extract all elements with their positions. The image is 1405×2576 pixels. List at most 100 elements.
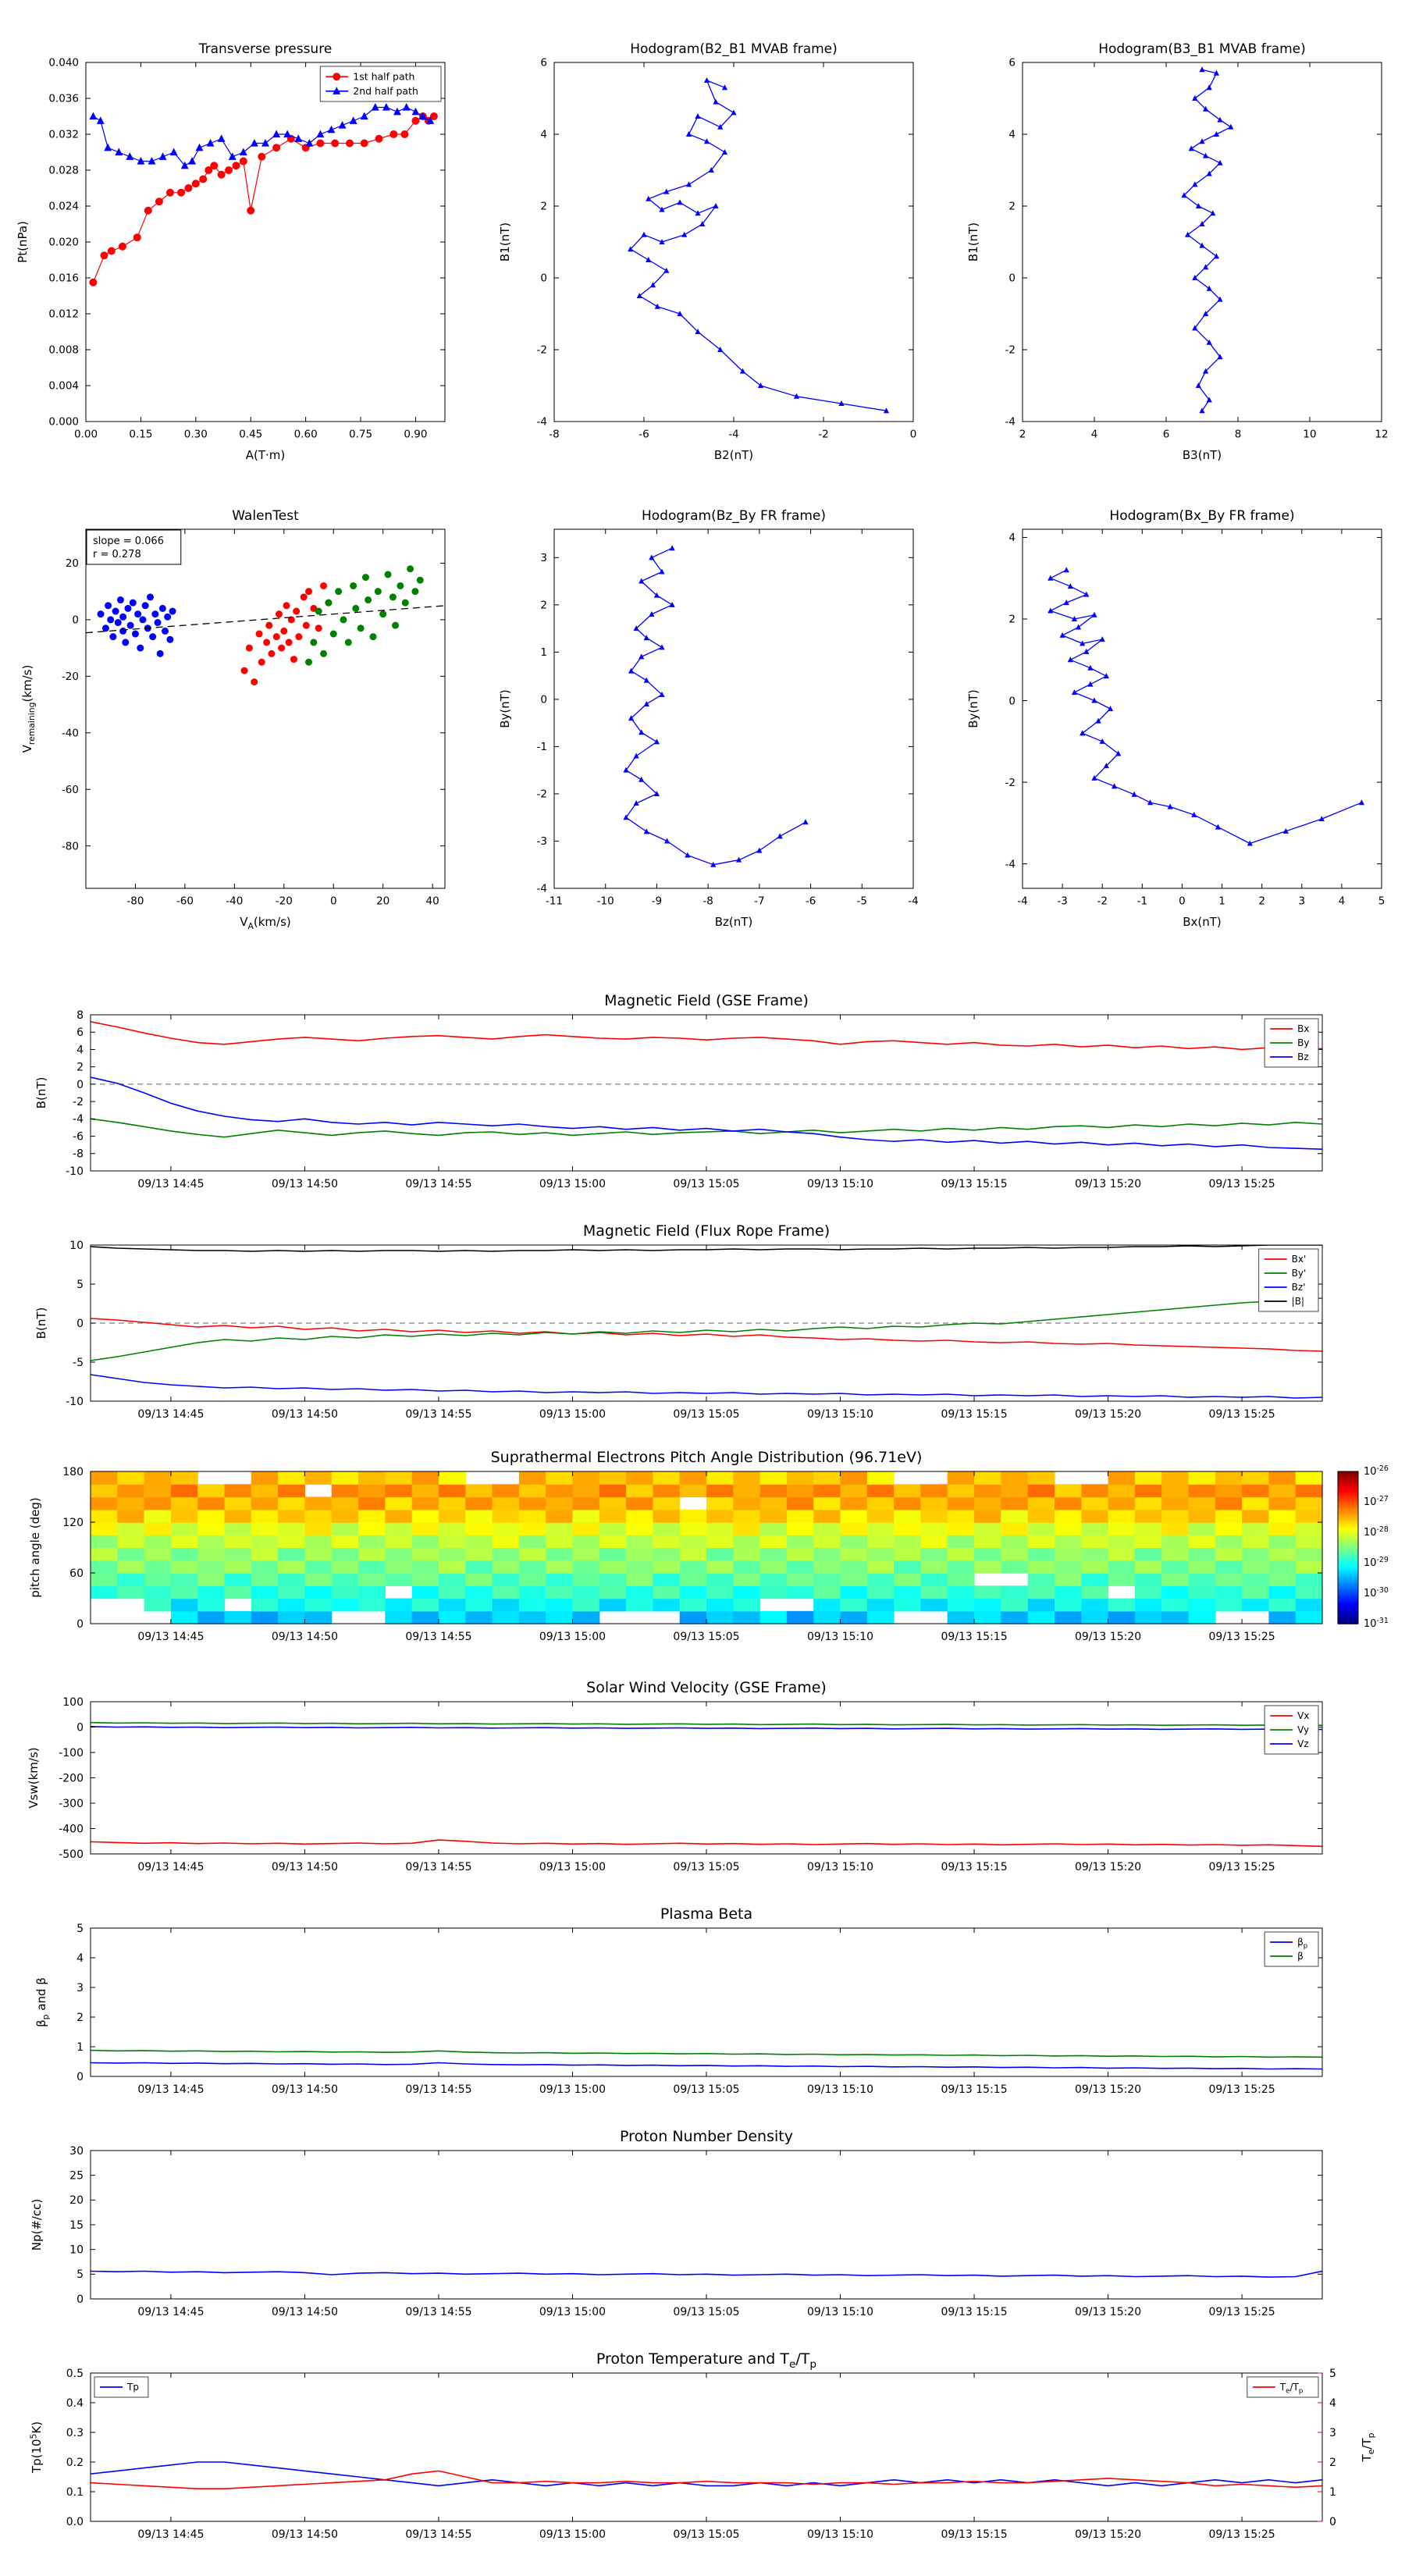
svg-text:09/13 14:55: 09/13 14:55 <box>405 2528 471 2541</box>
y-axis-label: βp and β <box>34 1977 51 2027</box>
svg-text:09/13 15:05: 09/13 15:05 <box>673 1631 739 1643</box>
svg-text:09/13 15:25: 09/13 15:25 <box>1209 2528 1275 2541</box>
svg-text:By': By' <box>1292 1268 1307 1279</box>
svg-text:09/13 14:55: 09/13 14:55 <box>405 2083 471 2096</box>
y-axis-label: B(nT) <box>34 1077 48 1109</box>
plot-title: Magnetic Field (GSE Frame) <box>604 992 809 1009</box>
svg-text:09/13 15:00: 09/13 15:00 <box>539 1408 606 1421</box>
svg-text:09/13 14:55: 09/13 14:55 <box>405 1178 471 1190</box>
svg-text:8: 8 <box>76 1009 84 1022</box>
svg-text:09/13 14:55: 09/13 14:55 <box>405 1631 471 1643</box>
svg-text:|B|: |B| <box>1292 1296 1304 1307</box>
svg-text:09/13 14:45: 09/13 14:45 <box>137 1178 204 1190</box>
svg-text:09/13 15:25: 09/13 15:25 <box>1209 1178 1275 1190</box>
plot-title: Proton Number Density <box>620 2128 793 2145</box>
svg-text:2: 2 <box>1329 2457 1336 2469</box>
svg-text:10: 10 <box>1303 429 1316 441</box>
svg-text:0.4: 0.4 <box>66 2397 84 2410</box>
svg-text:09/13 15:00: 09/13 15:00 <box>539 1861 606 1873</box>
svg-text:-10: -10 <box>597 895 614 908</box>
svg-text:09/13 15:15: 09/13 15:15 <box>941 1861 1007 1873</box>
svg-text:2nd half path: 2nd half path <box>353 85 418 97</box>
svg-text:-9: -9 <box>652 895 662 908</box>
axes-frame <box>85 62 446 422</box>
svg-text:-2: -2 <box>73 1096 84 1108</box>
y-axis-label: B1(nT) <box>966 222 980 262</box>
svg-text:r = 0.278: r = 0.278 <box>93 549 141 560</box>
svg-text:09/13 15:10: 09/13 15:10 <box>807 2528 873 2541</box>
heatmap-cells <box>91 1471 1323 1624</box>
svg-text:0: 0 <box>72 614 79 627</box>
annotation-box: slope = 0.066 r = 0.278 <box>86 529 182 565</box>
svg-text:-8: -8 <box>702 895 713 908</box>
svg-text:0.040: 0.040 <box>48 57 79 69</box>
svg-text:09/13 15:05: 09/13 15:05 <box>673 1861 739 1873</box>
svg-text:0.000: 0.000 <box>48 416 79 429</box>
svg-text:09/13 15:10: 09/13 15:10 <box>807 1861 873 1873</box>
panel-proton-temperature: 09/13 14:45 09/13 14:50 09/13 14:55 09/13 1… <box>0 2342 1405 2576</box>
svg-text:0: 0 <box>1329 2516 1336 2528</box>
x-axis-label: A(T·m) <box>246 448 286 462</box>
svg-text:20: 20 <box>66 557 79 570</box>
svg-text:4: 4 <box>540 129 547 141</box>
ts-pad-svg: 09/13 14:45 09/13 14:50 09/13 14:55 09/13 1… <box>28 1449 1389 1643</box>
svg-text:0: 0 <box>1008 272 1016 285</box>
svg-text:-2: -2 <box>1005 777 1016 789</box>
svg-text:09/13 15:05: 09/13 15:05 <box>673 1178 739 1190</box>
svg-text:4: 4 <box>76 1952 84 1965</box>
svg-text:09/13 15:20: 09/13 15:20 <box>1075 2083 1141 2096</box>
ts-np-svg: 09/13 14:45 09/13 14:50 09/13 14:55 09/13 1… <box>30 2128 1323 2318</box>
y-axis-label: B(nT) <box>34 1308 48 1340</box>
svg-text:0.2: 0.2 <box>66 2457 84 2469</box>
svg-text:0.036: 0.036 <box>48 93 79 105</box>
svg-text:4: 4 <box>76 1044 84 1056</box>
svg-text:0.00: 0.00 <box>74 429 98 441</box>
svg-text:8: 8 <box>1235 429 1242 441</box>
svg-text:Vy: Vy <box>1297 1724 1309 1735</box>
svg-text:Bz': Bz' <box>1292 1282 1306 1293</box>
svg-text:09/13 15:15: 09/13 15:15 <box>941 2306 1007 2318</box>
axes-frame <box>85 528 446 889</box>
svg-text:0.5: 0.5 <box>66 2368 84 2380</box>
svg-text:-4: -4 <box>728 429 738 441</box>
svg-text:09/13 15:20: 09/13 15:20 <box>1075 2306 1141 2318</box>
svg-text:-80: -80 <box>126 895 144 908</box>
svg-text:4: 4 <box>1339 895 1346 908</box>
svg-text:3: 3 <box>540 552 547 564</box>
svg-text:09/13 15:00: 09/13 15:00 <box>539 2528 606 2541</box>
svg-text:09/13 15:10: 09/13 15:10 <box>807 2306 873 2318</box>
svg-text:-6: -6 <box>806 895 816 908</box>
axes-frame <box>90 1244 1323 1402</box>
svg-text:09/13 14:50: 09/13 14:50 <box>272 1631 338 1643</box>
svg-text:Tp: Tp <box>126 2382 139 2393</box>
svg-text:09/13 15:05: 09/13 15:05 <box>673 1408 739 1421</box>
axes-frame <box>553 62 914 422</box>
x-axis-label: B3(nT) <box>1183 448 1222 462</box>
panel-proton-number-density: 09/13 14:45 09/13 14:50 09/13 14:55 09/13 1… <box>0 2119 1405 2342</box>
plot-hodogram-bz-by: -11 -10 -9 -8 -7 -6 -5 -4 -4 -3 -2 -1 0 1 2 3 Hodogram(B… <box>468 507 937 968</box>
svg-text:0: 0 <box>76 1079 84 1091</box>
y-axis-label: B1(nT) <box>498 222 512 262</box>
svg-text:20: 20 <box>69 2194 84 2207</box>
svg-text:09/13 14:45: 09/13 14:45 <box>137 2083 204 2096</box>
svg-text:09/13 14:55: 09/13 14:55 <box>405 2306 471 2318</box>
plot-walen-test: -80 -60 -40 -20 0 20 40 -80 -60 -40 -20 0 20 WalenTes… <box>0 507 468 968</box>
series-layer <box>91 2049 1322 2070</box>
svg-text:-6: -6 <box>638 429 649 441</box>
svg-text:09/13 15:25: 09/13 15:25 <box>1209 2306 1275 2318</box>
panel-magnetic-field-flux-rope: 09/13 14:45 09/13 14:50 09/13 14:55 09/13 1… <box>0 1210 1405 1440</box>
plot-title: Hodogram(B3_B1 MVAB frame) <box>1098 41 1306 57</box>
svg-text:0.004: 0.004 <box>48 380 79 393</box>
svg-text:Vx: Vx <box>1297 1710 1309 1721</box>
svg-text:0.1: 0.1 <box>66 2486 84 2499</box>
svg-text:-10: -10 <box>66 1165 84 1178</box>
svg-text:09/13 15:05: 09/13 15:05 <box>673 2306 739 2318</box>
axes-frame <box>90 2372 1323 2522</box>
svg-text:3: 3 <box>1329 2427 1336 2439</box>
axes-frame <box>553 528 914 889</box>
svg-text:6: 6 <box>1163 429 1170 441</box>
svg-text:0.90: 0.90 <box>404 429 427 441</box>
svg-text:Bx': Bx' <box>1292 1254 1307 1265</box>
y-axis-label: By(nT) <box>966 689 980 728</box>
svg-text:0: 0 <box>1008 695 1016 707</box>
